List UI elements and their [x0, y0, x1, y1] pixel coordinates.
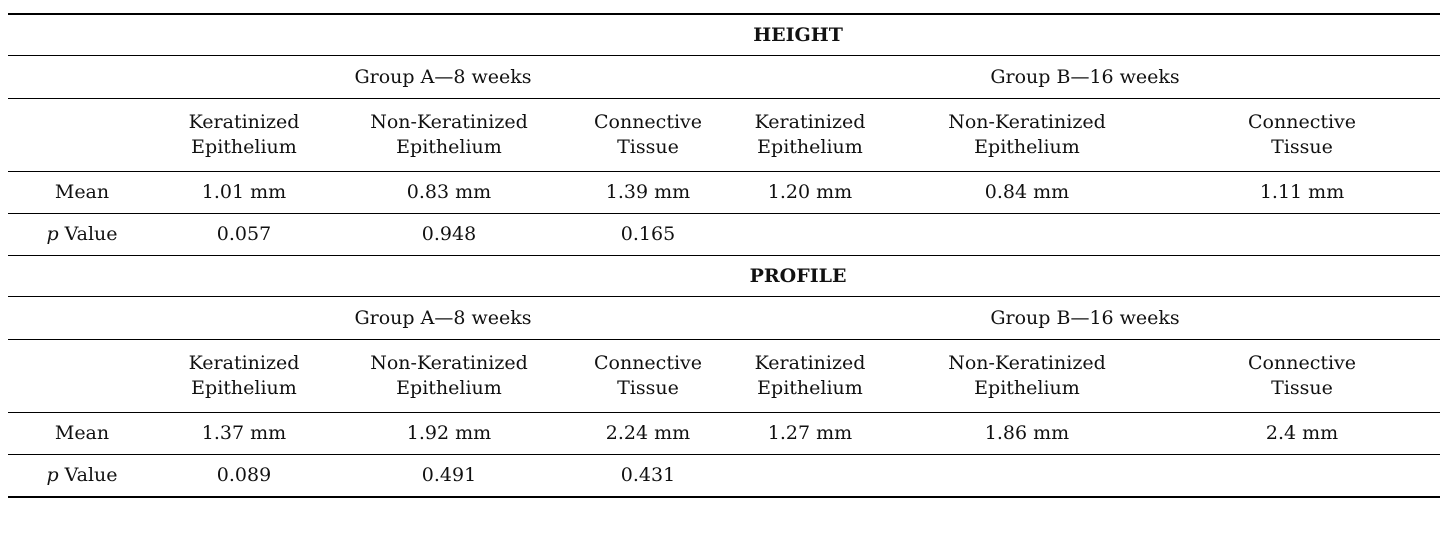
empty-cell	[1164, 454, 1441, 498]
column-header-line2: Epithelium	[757, 136, 863, 158]
column-header-row: Keratinized Epithelium Non-Keratinized Epit…	[8, 98, 1441, 172]
column-header-line1: Keratinized	[188, 352, 300, 374]
p-italic: p	[46, 223, 59, 245]
column-header-line2: Tissue	[1271, 377, 1333, 399]
column-header: Keratinized Epithelium	[156, 339, 332, 413]
row-label-p-value: p Value	[8, 454, 156, 498]
empty-cell	[8, 339, 156, 413]
column-header-line1: Keratinized	[754, 111, 866, 133]
p-value: 0.057	[156, 213, 332, 256]
p-value-row: p Value 0.089 0.491 0.431	[8, 454, 1441, 498]
mean-value: 0.83 mm	[332, 171, 566, 214]
mean-row: Mean 1.01 mm 0.83 mm 1.39 mm 1.20 mm 0.84 mm 1…	[8, 171, 1441, 214]
p-italic: p	[46, 464, 59, 486]
group-header-row: Group A—8 weeks Group B—16 weeks	[8, 296, 1441, 340]
column-header-line2: Epithelium	[757, 377, 863, 399]
mean-value: 2.4 mm	[1164, 412, 1441, 455]
column-header-line1: Non-Keratinized	[370, 111, 528, 133]
section-title-row: HEIGHT	[8, 13, 1441, 56]
column-header-line1: Connective	[593, 111, 703, 133]
column-header: Keratinized Epithelium	[730, 98, 890, 172]
empty-cell	[8, 98, 156, 172]
column-header-line1: Keratinized	[754, 352, 866, 374]
p-value: 0.948	[332, 213, 566, 256]
column-header-line1: Non-Keratinized	[948, 352, 1106, 374]
column-header: Keratinized Epithelium	[156, 98, 332, 172]
empty-cell	[1164, 213, 1441, 256]
column-header: Connective Tissue	[566, 98, 730, 172]
empty-cell	[8, 255, 156, 297]
p-value: 0.431	[566, 454, 730, 498]
group-b-header: Group B—16 weeks	[730, 296, 1441, 340]
mean-value: 1.20 mm	[730, 171, 890, 214]
p-label-rest: Value	[58, 464, 118, 486]
section-title: PROFILE	[156, 255, 1441, 297]
column-header-line2: Epithelium	[974, 377, 1080, 399]
mean-value: 1.37 mm	[156, 412, 332, 455]
p-value: 0.089	[156, 454, 332, 498]
column-header-line1: Non-Keratinized	[948, 111, 1106, 133]
p-value: 0.165	[566, 213, 730, 256]
empty-cell	[890, 213, 1164, 256]
group-a-header: Group A—8 weeks	[156, 55, 730, 99]
column-header-line2: Epithelium	[191, 136, 297, 158]
empty-cell	[8, 13, 156, 56]
empty-cell	[8, 55, 156, 99]
mean-value: 1.92 mm	[332, 412, 566, 455]
column-header-line2: Epithelium	[396, 377, 502, 399]
column-header-line1: Keratinized	[188, 111, 300, 133]
mean-value: 2.24 mm	[566, 412, 730, 455]
column-header: Non-Keratinized Epithelium	[890, 339, 1164, 413]
mean-value: 1.39 mm	[566, 171, 730, 214]
group-header-row: Group A—8 weeks Group B—16 weeks	[8, 55, 1441, 99]
column-header: Non-Keratinized Epithelium	[890, 98, 1164, 172]
section-title: HEIGHT	[156, 13, 1441, 56]
row-label-mean: Mean	[8, 171, 156, 214]
column-header: Non-Keratinized Epithelium	[332, 98, 566, 172]
column-header-row: Keratinized Epithelium Non-Keratinized Epit…	[8, 339, 1441, 413]
column-header-line1: Non-Keratinized	[370, 352, 528, 374]
column-header-line1: Connective	[593, 352, 703, 374]
column-header: Keratinized Epithelium	[730, 339, 890, 413]
column-header: Connective Tissue	[566, 339, 730, 413]
column-header-line2: Epithelium	[396, 136, 502, 158]
row-label-p-value: p Value	[8, 213, 156, 256]
section-title-row: PROFILE	[8, 255, 1441, 297]
mean-value: 1.11 mm	[1164, 171, 1441, 214]
column-header: Non-Keratinized Epithelium	[332, 339, 566, 413]
empty-cell	[730, 454, 890, 498]
empty-cell	[730, 213, 890, 256]
column-header-line2: Tissue	[1271, 136, 1333, 158]
mean-value: 0.84 mm	[890, 171, 1164, 214]
column-header-line1: Connective	[1248, 352, 1357, 374]
mean-value: 1.86 mm	[890, 412, 1164, 455]
mean-value: 1.27 mm	[730, 412, 890, 455]
row-label-mean: Mean	[8, 412, 156, 455]
empty-cell	[890, 454, 1164, 498]
p-value-row: p Value 0.057 0.948 0.165	[8, 213, 1441, 256]
column-header: Connective Tissue	[1164, 98, 1441, 172]
column-header: Connective Tissue	[1164, 339, 1441, 413]
group-b-header: Group B—16 weeks	[730, 55, 1441, 99]
mean-row: Mean 1.37 mm 1.92 mm 2.24 mm 1.27 mm 1.86 mm 2…	[8, 412, 1441, 455]
group-a-header: Group A—8 weeks	[156, 296, 730, 340]
empty-cell	[8, 296, 156, 340]
column-header-line2: Epithelium	[974, 136, 1080, 158]
column-header-line2: Tissue	[617, 377, 679, 399]
column-header-line1: Connective	[1248, 111, 1357, 133]
mean-value: 1.01 mm	[156, 171, 332, 214]
p-label-rest: Value	[58, 223, 118, 245]
column-header-line2: Epithelium	[191, 377, 297, 399]
p-value: 0.491	[332, 454, 566, 498]
results-table: HEIGHT Group A—8 weeks Group B—16 weeks Ker…	[8, 13, 1441, 498]
column-header-line2: Tissue	[617, 136, 679, 158]
